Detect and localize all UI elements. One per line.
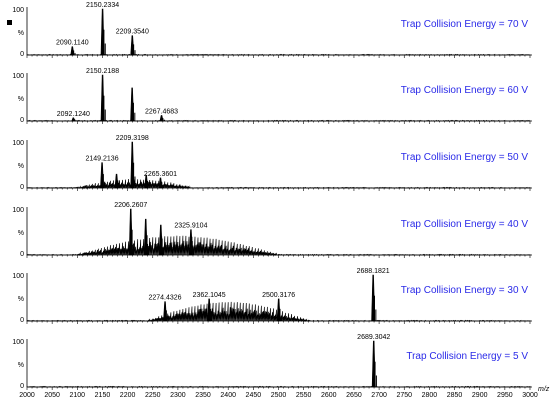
spectrum-peak xyxy=(159,115,164,122)
x-tick-label: 2800 xyxy=(422,392,438,399)
y-tick-label: 0 xyxy=(20,251,24,258)
energy-label: Trap Collision Energy = 30 V xyxy=(401,285,529,296)
spectrum-trace xyxy=(26,119,531,122)
peak-label: 2206.2607 xyxy=(114,202,147,209)
peak-label: 2362.1045 xyxy=(193,292,226,299)
x-tick-label: 2950 xyxy=(497,392,513,399)
x-tick-label: 2500 xyxy=(271,392,287,399)
spectrum-trace xyxy=(26,301,531,323)
y-tick-label: % xyxy=(18,230,24,237)
x-tick-label: 2850 xyxy=(447,392,463,399)
spectrum-trace xyxy=(26,178,531,190)
peak-label: 2150.2334 xyxy=(86,2,119,9)
x-tick-label: 2900 xyxy=(472,392,488,399)
x-tick-label: 2600 xyxy=(321,392,337,399)
panel-marker xyxy=(7,20,12,25)
spectrum-peak xyxy=(114,173,119,189)
spectrum-peak xyxy=(207,298,212,322)
peak-label: 2209.3540 xyxy=(116,29,149,36)
peak-label: 2150.2188 xyxy=(86,68,119,75)
peak-label: 2688.1821 xyxy=(357,268,390,275)
y-tick-label: 100 xyxy=(12,207,24,214)
energy-label: Trap Collision Energy = 50 V xyxy=(401,152,529,163)
spectrum-peak xyxy=(70,46,75,56)
y-tick-label: 0 xyxy=(20,51,24,58)
spectrum-peak xyxy=(371,274,376,322)
x-tick-label: 2150 xyxy=(95,392,111,399)
peak-label: 2090.1140 xyxy=(56,40,89,47)
y-tick-label: % xyxy=(18,163,24,170)
peak-label: 2267.4683 xyxy=(145,108,178,115)
spectrum-peak xyxy=(143,218,148,256)
spectrum-peak xyxy=(158,177,163,189)
x-tick-label: 2550 xyxy=(296,392,312,399)
spectrum-peak xyxy=(371,340,376,388)
y-tick-label: 100 xyxy=(12,339,24,346)
x-axis-label: m/z xyxy=(538,386,550,393)
y-tick-label: % xyxy=(18,296,24,303)
peak-label: 2325.9104 xyxy=(174,223,207,230)
y-tick-label: % xyxy=(18,96,24,103)
x-tick-label: 2000 xyxy=(19,392,35,399)
x-tick-label: 2200 xyxy=(120,392,136,399)
spectrum-peak xyxy=(144,174,149,189)
y-tick-label: 100 xyxy=(12,73,24,80)
energy-label: Trap Collision Energy = 40 V xyxy=(401,219,529,230)
x-tick-label: 2750 xyxy=(396,392,412,399)
spectrum-peak xyxy=(130,141,135,189)
y-tick-label: % xyxy=(18,30,24,37)
spectrum-peak xyxy=(100,74,105,122)
energy-label: Trap Collision Energy = 70 V xyxy=(401,19,529,30)
peak-label: 2265.3601 xyxy=(144,171,177,178)
peak-label: 2274.4326 xyxy=(148,295,181,302)
peak-label: 2092.1240 xyxy=(57,111,90,118)
x-tick-label: 2100 xyxy=(70,392,86,399)
x-tick-label: 2650 xyxy=(346,392,362,399)
energy-label: Trap Collision Energy = 60 V xyxy=(401,85,529,96)
spectrum-peak xyxy=(130,87,135,122)
peak-label: 2149.2136 xyxy=(86,156,119,163)
y-tick-label: 100 xyxy=(12,273,24,280)
spectrum-peak xyxy=(158,224,163,256)
spectrum-peak xyxy=(100,162,104,189)
spectrum-peak xyxy=(71,117,76,122)
y-tick-label: 100 xyxy=(12,140,24,147)
peak-label: 2689.3042 xyxy=(357,334,390,341)
y-tick-label: % xyxy=(18,362,24,369)
x-tick-label: 2300 xyxy=(170,392,186,399)
peak-label: 2209.3198 xyxy=(116,135,149,142)
x-tick-label: 2700 xyxy=(371,392,387,399)
y-tick-label: 0 xyxy=(20,184,24,191)
spectrum-peak xyxy=(276,298,281,322)
peak-label: 2500.3176 xyxy=(262,292,295,299)
y-tick-label: 0 xyxy=(20,317,24,324)
spectrum-peak xyxy=(163,301,167,322)
y-tick-label: 100 xyxy=(12,7,24,14)
x-tick-label: 2250 xyxy=(145,392,161,399)
spectrum-peak xyxy=(100,8,105,56)
spectrum-trace xyxy=(26,385,531,388)
spectrum-peak xyxy=(130,35,135,56)
x-tick-label: 2050 xyxy=(44,392,60,399)
y-tick-label: 0 xyxy=(20,117,24,124)
x-tick-label: 2400 xyxy=(220,392,236,399)
x-tick-label: 2350 xyxy=(195,392,211,399)
y-tick-label: 0 xyxy=(20,383,24,390)
x-tick-label: 2450 xyxy=(246,392,262,399)
x-tick-label: 3000 xyxy=(522,392,538,399)
spectrum-peak xyxy=(189,229,193,256)
spectrum-peak xyxy=(128,208,133,256)
spectrum-trace xyxy=(26,235,531,257)
spectrum-trace xyxy=(26,53,531,56)
energy-label: Trap Collision Energy = 5 V xyxy=(406,351,528,362)
